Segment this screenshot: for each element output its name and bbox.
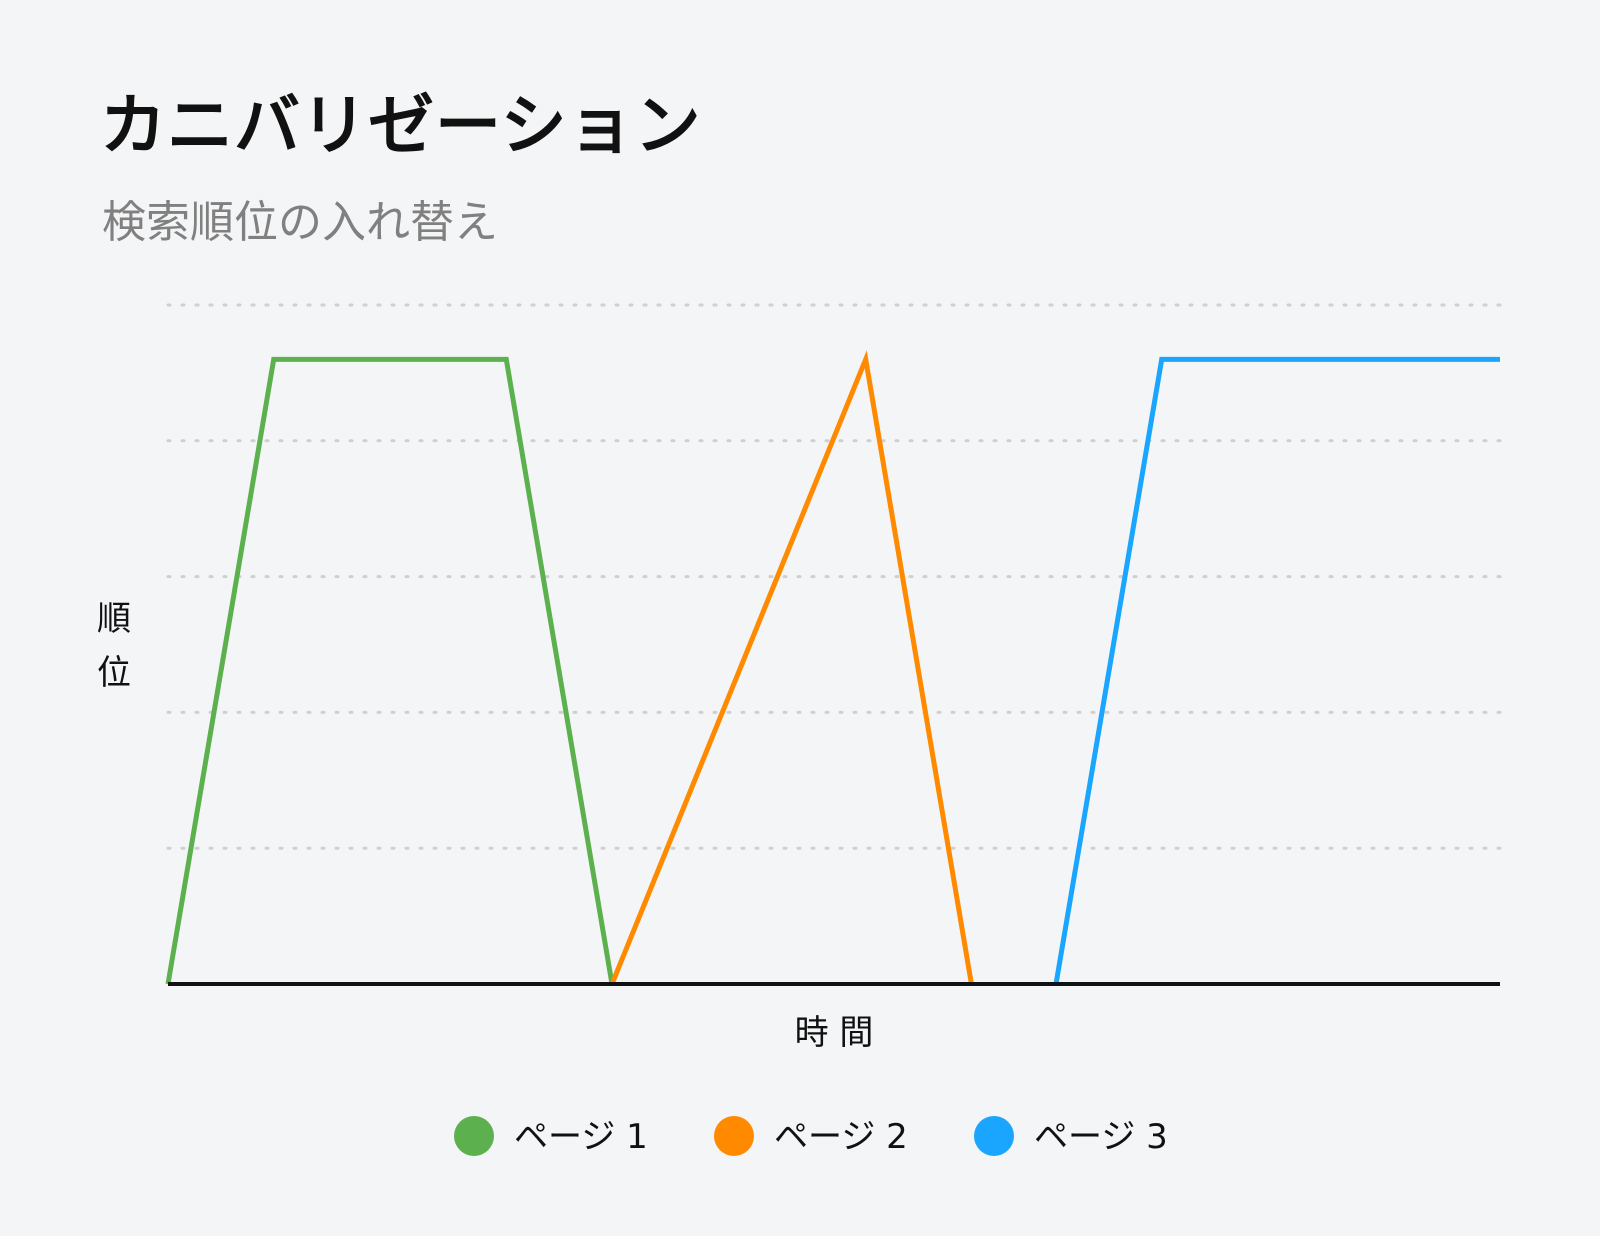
legend-marker-1 xyxy=(454,1116,494,1156)
series-lines xyxy=(165,350,1500,985)
legend-label-1: ページ 1 xyxy=(514,1117,648,1157)
series-line-2 xyxy=(609,350,974,985)
series-line-3 xyxy=(1053,356,1500,985)
y-axis-label-char: 順 xyxy=(97,599,131,639)
legend: ページ 1 ページ 2 ページ 3 xyxy=(454,1116,1168,1157)
legend-marker-3 xyxy=(974,1116,1014,1156)
grid-lines xyxy=(166,303,1502,850)
series-line-1 xyxy=(165,356,615,985)
legend-label-3: ページ 3 xyxy=(1034,1117,1168,1157)
chart-subtitle: 検索順位の入れ替え xyxy=(102,197,498,248)
chart-title: カニバリゼーション xyxy=(100,87,702,164)
legend-marker-2 xyxy=(714,1116,754,1156)
legend-label-2: ページ 2 xyxy=(774,1117,908,1157)
y-axis-label-char: 位 xyxy=(97,653,131,693)
y-axis-label: 順位 xyxy=(97,599,131,693)
x-axis-label: 時 間 xyxy=(795,1013,874,1053)
